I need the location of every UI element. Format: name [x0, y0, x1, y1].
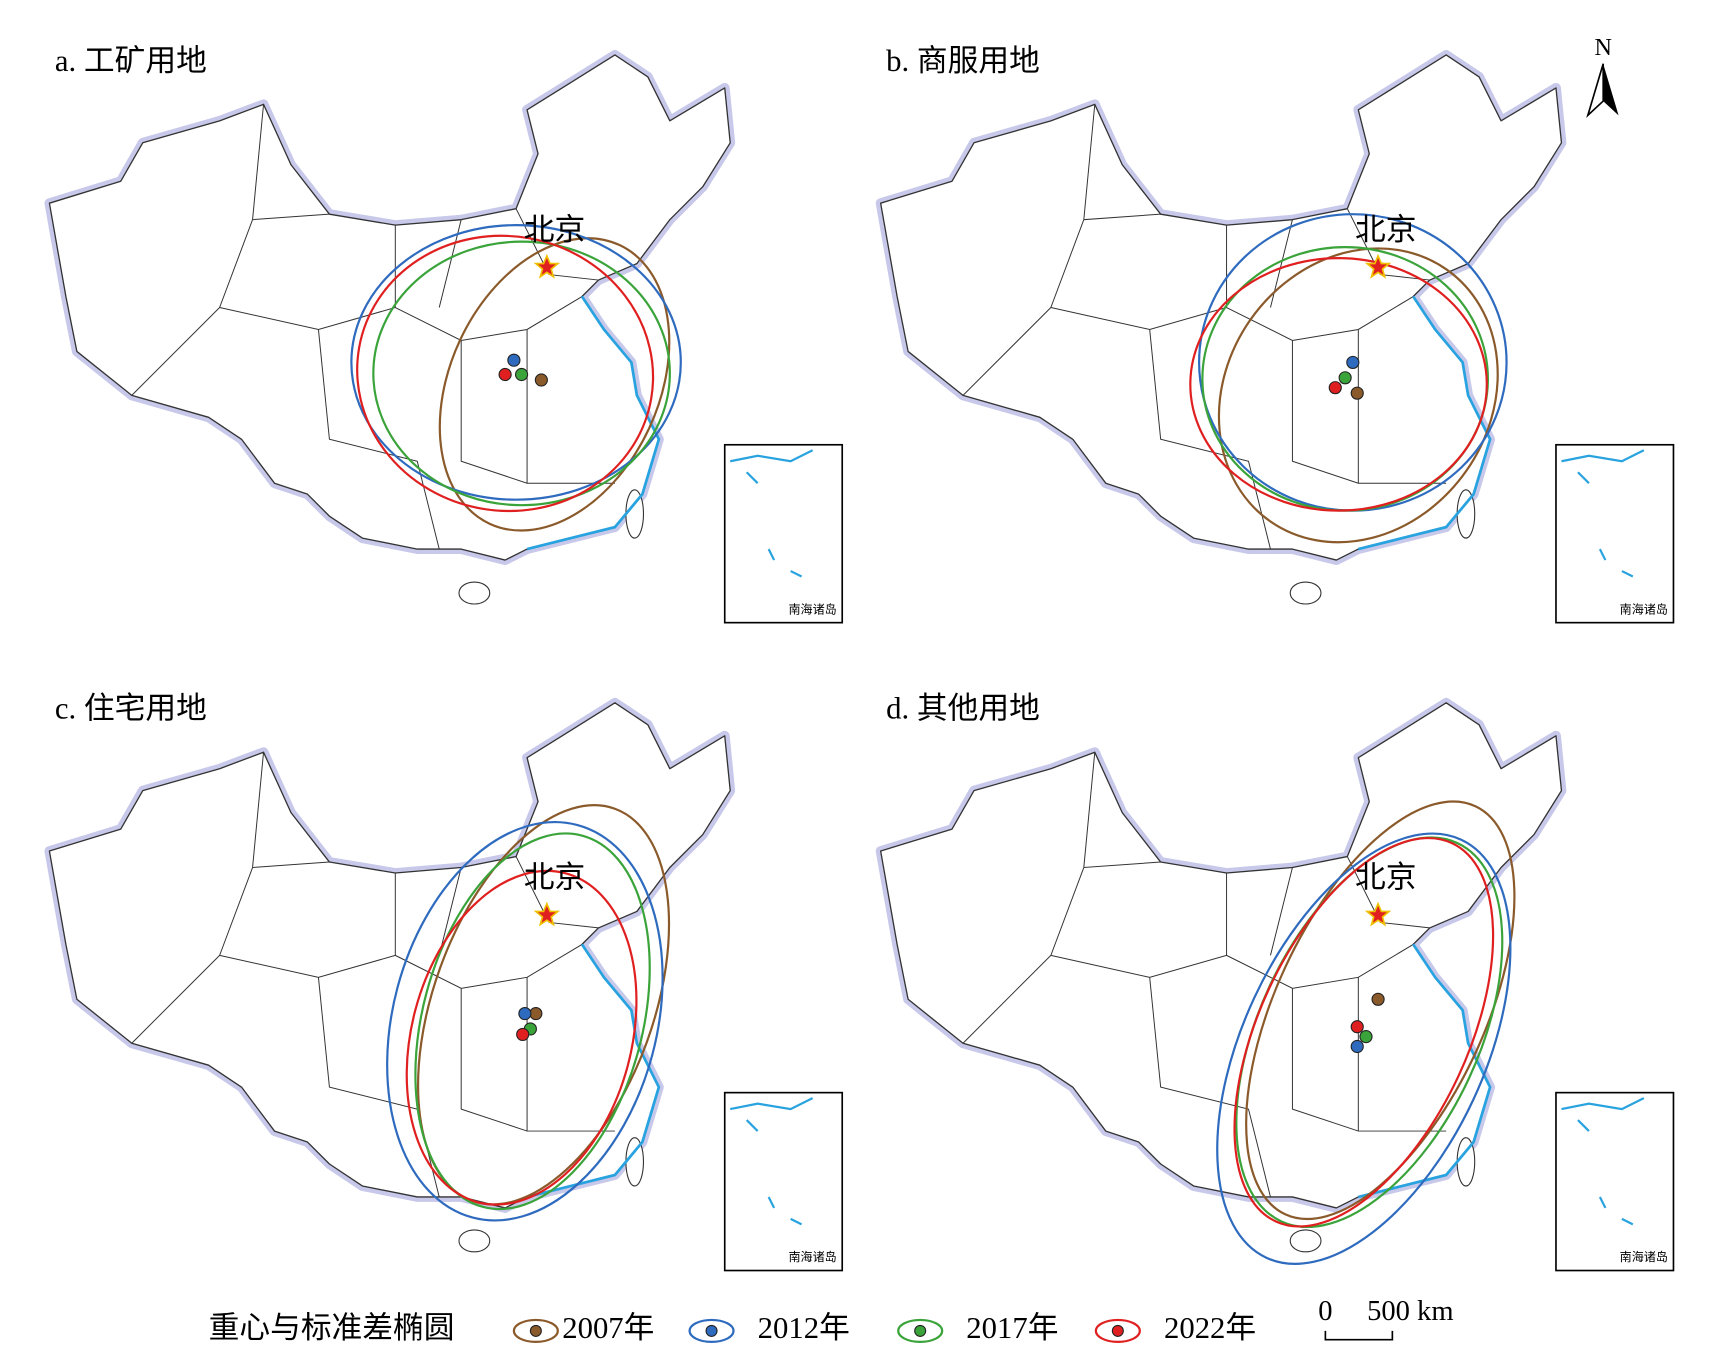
compass-arrow	[1603, 63, 1619, 116]
map-outline	[879, 702, 1563, 1209]
scale-label: 500 km	[1367, 1296, 1453, 1327]
compass-label: N	[1594, 34, 1611, 61]
centroid	[1350, 386, 1364, 400]
island	[1289, 1229, 1322, 1253]
panel-title: c. 住宅用地	[55, 692, 207, 726]
panel-title: d. 其他用地	[886, 692, 1040, 726]
coastline	[1357, 943, 1492, 1199]
coastline	[526, 943, 661, 1199]
map-outline	[48, 702, 731, 1209]
scale-bar: 0 500 km	[1318, 1296, 1454, 1341]
centroid	[518, 1006, 532, 1021]
centroid	[1338, 371, 1352, 385]
centroid	[534, 373, 548, 387]
legend-dot	[529, 1324, 542, 1337]
inset-label: 南海诸岛	[1620, 601, 1668, 616]
centroid	[1350, 1039, 1364, 1054]
std-ellipse	[1245, 800, 1516, 1221]
scale-label: 0	[1318, 1296, 1332, 1327]
std-ellipse	[372, 240, 671, 507]
inset-label: 南海诸岛	[1620, 1249, 1668, 1264]
legend-ellipse	[512, 1318, 559, 1343]
panel-title: a. 工矿用地	[55, 44, 207, 78]
std-ellipse	[1217, 247, 1499, 544]
std-ellipse	[356, 234, 655, 513]
legend-label: 2012年	[758, 1311, 850, 1345]
island	[458, 581, 491, 605]
centroid	[529, 1006, 543, 1021]
legend-ellipse	[897, 1318, 944, 1343]
legend-ellipse	[688, 1318, 735, 1343]
centroid	[1371, 992, 1385, 1006]
std-ellipse	[405, 869, 638, 1206]
island	[1289, 581, 1322, 605]
inset-frame	[723, 443, 844, 624]
capital-label: 北京	[524, 861, 585, 895]
centroid	[507, 353, 521, 367]
coastline	[1357, 295, 1492, 551]
inset-frame	[1555, 1091, 1675, 1272]
inset-label: 南海诸岛	[788, 601, 836, 616]
legend-label: 2022年	[1164, 1311, 1256, 1345]
map-outline	[48, 54, 731, 561]
centroid	[1359, 1030, 1373, 1044]
inset-frame	[1555, 443, 1675, 624]
std-ellipse	[350, 224, 682, 501]
legend-label: 2007年	[562, 1311, 654, 1345]
capital-star	[1364, 253, 1392, 279]
capital-star	[533, 253, 561, 279]
inset-coast	[1561, 1097, 1645, 1226]
inset-coast	[730, 1097, 814, 1226]
centroid	[516, 1027, 530, 1042]
legend-title: 重心与标准差椭圆	[209, 1311, 455, 1345]
capital-star	[533, 901, 561, 927]
std-ellipse	[438, 237, 671, 532]
capital-label: 北京	[1355, 861, 1416, 895]
centroid	[1346, 355, 1360, 369]
centroid	[1350, 1020, 1364, 1034]
panel-title: b. 商服用地	[886, 44, 1040, 78]
centroid	[498, 367, 512, 382]
inset-coast	[1561, 449, 1645, 578]
std-ellipse	[386, 820, 664, 1222]
compass-arrow	[1586, 63, 1605, 118]
std-ellipse	[1189, 256, 1488, 512]
std-ellipse	[1233, 836, 1495, 1228]
compass: N	[1586, 34, 1619, 118]
capital-label: 北京	[1355, 213, 1416, 247]
island	[458, 1229, 491, 1253]
legend: 重心与标准差椭圆 2007年 2012年 2017年 2022年	[209, 1311, 1257, 1345]
inset-coast	[730, 449, 814, 578]
legend-label: 2017年	[966, 1311, 1058, 1345]
capital-star	[1364, 901, 1392, 927]
inset-label: 南海诸岛	[788, 1249, 836, 1264]
centroid	[1328, 381, 1342, 395]
capital-label: 北京	[524, 213, 585, 247]
scale-line	[1324, 1330, 1394, 1341]
legend-dot	[705, 1324, 718, 1337]
coastline	[526, 295, 661, 551]
legend-dot	[1111, 1324, 1124, 1337]
centroid	[514, 367, 529, 382]
inset-frame	[723, 1091, 844, 1272]
legend-ellipse	[1094, 1318, 1141, 1343]
std-ellipse	[414, 832, 651, 1211]
legend-dot	[914, 1324, 927, 1337]
std-ellipse	[1216, 832, 1512, 1265]
